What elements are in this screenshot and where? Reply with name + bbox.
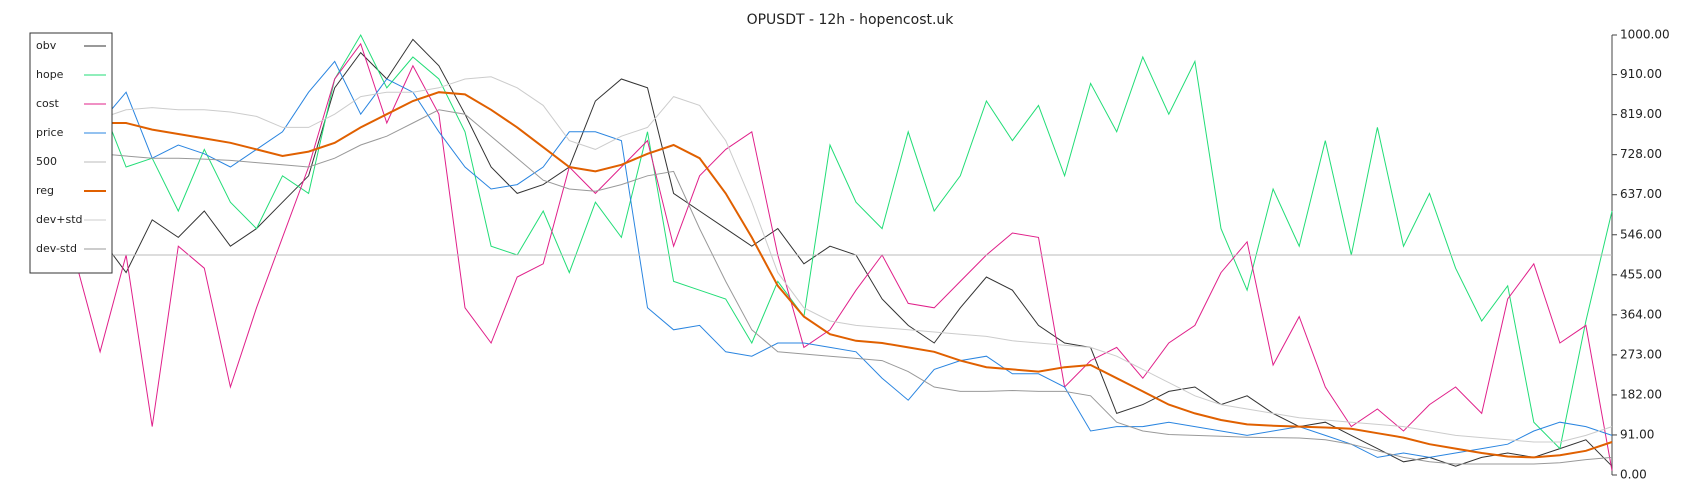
y-tick-label: 182.00 <box>1620 387 1662 401</box>
series-line <box>74 109 1613 465</box>
series-line <box>73 38 1613 467</box>
y-tick-label: 546.00 <box>1620 227 1662 241</box>
y-tick-label: 1000.00 <box>1620 28 1670 42</box>
legend-label: cost <box>36 97 60 110</box>
y-tick-label: 91.00 <box>1620 427 1654 441</box>
series-line <box>74 91 1613 459</box>
y-tick-label: 910.00 <box>1620 67 1662 81</box>
y-tick-label: 364.00 <box>1620 307 1662 321</box>
legend-box <box>29 32 113 274</box>
legend-label: hope <box>36 68 64 81</box>
series-line <box>73 60 1613 458</box>
y-tick-label: 819.00 <box>1620 107 1662 121</box>
y-tick-label: 728.00 <box>1620 147 1662 161</box>
legend-label: reg <box>36 184 54 197</box>
y-tick-label: 0.00 <box>1620 468 1647 482</box>
chart-title: OPUSDT - 12h - hopencost.uk <box>747 12 955 28</box>
legend-label: dev-std <box>36 242 77 255</box>
y-tick-label: 455.00 <box>1620 267 1662 281</box>
series-line <box>73 42 1613 471</box>
legend-label: 500 <box>36 155 57 168</box>
legend-label: obv <box>36 39 57 52</box>
legend-label: dev+std <box>36 213 83 226</box>
y-tick-label: 637.00 <box>1620 187 1662 201</box>
y-tick-label: 273.00 <box>1620 347 1662 361</box>
legend: obv hope cost price 500 reg dev+std dev-std <box>29 32 113 274</box>
series-line <box>73 33 1613 450</box>
legend-label: price <box>36 126 64 139</box>
series-line <box>73 76 1613 443</box>
